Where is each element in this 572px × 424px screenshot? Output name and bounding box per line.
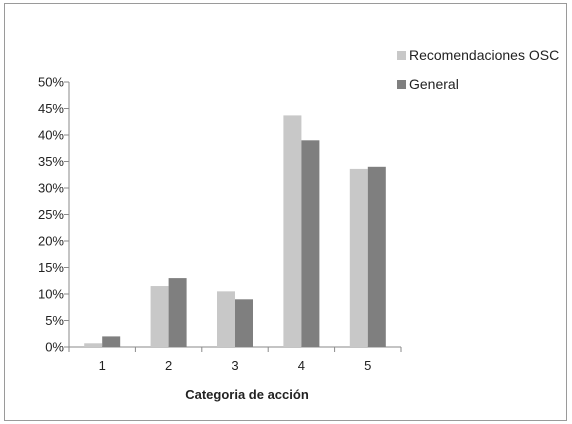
legend-label-general: General	[409, 76, 459, 92]
bar-general-3	[235, 299, 253, 347]
x-tick-label: 2	[165, 358, 172, 373]
bar-general-2	[168, 278, 187, 347]
y-tick-label: 10%	[38, 287, 64, 302]
legend: Recomendaciones OSC General	[397, 47, 559, 92]
legend-swatch-recomendaciones-osc	[397, 51, 406, 60]
bar-recomendaciones-osc-2	[150, 286, 169, 347]
bar-recomendaciones-osc-3	[217, 291, 235, 347]
y-tick-label: 45%	[38, 101, 64, 116]
bars	[84, 115, 386, 347]
x-axis: 1 2 3 4 5	[68, 346, 402, 373]
bar-recomendaciones-osc-4	[283, 115, 302, 347]
bar-general-5	[367, 166, 386, 347]
bar-general-4	[301, 140, 320, 347]
x-tick-label: 4	[298, 358, 305, 373]
y-tick-label: 50%	[38, 75, 64, 90]
x-tick-label: 5	[364, 358, 371, 373]
x-tick-label: 3	[231, 358, 238, 373]
y-tick-label: 30%	[38, 181, 64, 196]
y-tick-label: 35%	[38, 154, 64, 169]
legend-label-recomendaciones-osc: Recomendaciones OSC	[409, 47, 559, 63]
legend-swatch-general	[397, 80, 406, 89]
bar-recomendaciones-osc-1	[84, 343, 103, 347]
x-axis-label: Categoria de acción	[185, 387, 309, 402]
y-tick-label: 25%	[38, 207, 64, 222]
y-tick-label: 15%	[38, 260, 64, 275]
y-tick-label: 40%	[38, 128, 64, 143]
y-tick-label: 20%	[38, 234, 64, 249]
bar-recomendaciones-osc-5	[349, 168, 368, 347]
y-tick-label: 0%	[45, 340, 64, 355]
x-tick-label: 1	[99, 358, 106, 373]
y-axis: 0% 5% 10% 15% 20% 25% 30% 35% 40% 45% 50%	[38, 75, 70, 355]
bar-general-1	[102, 336, 121, 347]
y-tick-label: 5%	[45, 313, 64, 328]
